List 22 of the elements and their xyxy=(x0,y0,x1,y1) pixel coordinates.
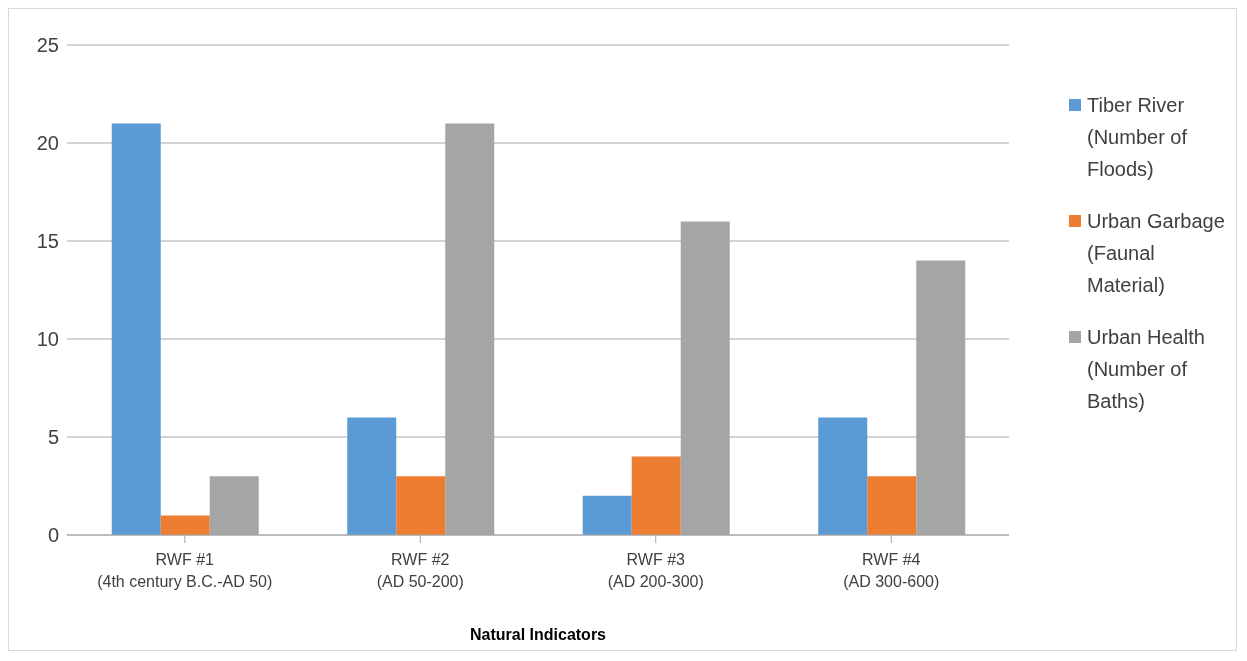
legend-label: Tiber River (Number of Floods) xyxy=(1087,93,1189,182)
x-tick-label: RWF #4 (AD 300-600) xyxy=(843,551,940,590)
bar xyxy=(396,476,446,535)
legend-label: Urban Garbage (Faunal Material) xyxy=(1087,209,1226,298)
y-tick-label: 0 xyxy=(47,524,59,547)
bar xyxy=(582,495,632,535)
bar xyxy=(160,515,210,535)
x-tick-label: RWF #3 (AD 200-300) xyxy=(607,551,704,590)
bar xyxy=(111,123,161,535)
bar xyxy=(347,417,397,535)
x-tick-label: RWF #2 (AD 50-200) xyxy=(376,551,464,590)
y-tick-label: 10 xyxy=(36,328,59,351)
x-axis-title: Natural Indicators xyxy=(469,626,607,643)
bar xyxy=(818,417,868,535)
bar xyxy=(867,476,917,535)
y-tick-label: 5 xyxy=(47,426,59,449)
x-tick-label: RWF #1 (4th century B.C.-AD 50) xyxy=(97,551,273,590)
y-tick-label: 15 xyxy=(36,230,59,253)
y-tick-label: 25 xyxy=(36,34,59,57)
y-tick-label: 20 xyxy=(36,132,59,155)
legend-label: Urban Health (Number of Baths) xyxy=(1087,325,1206,414)
bar xyxy=(631,456,681,535)
